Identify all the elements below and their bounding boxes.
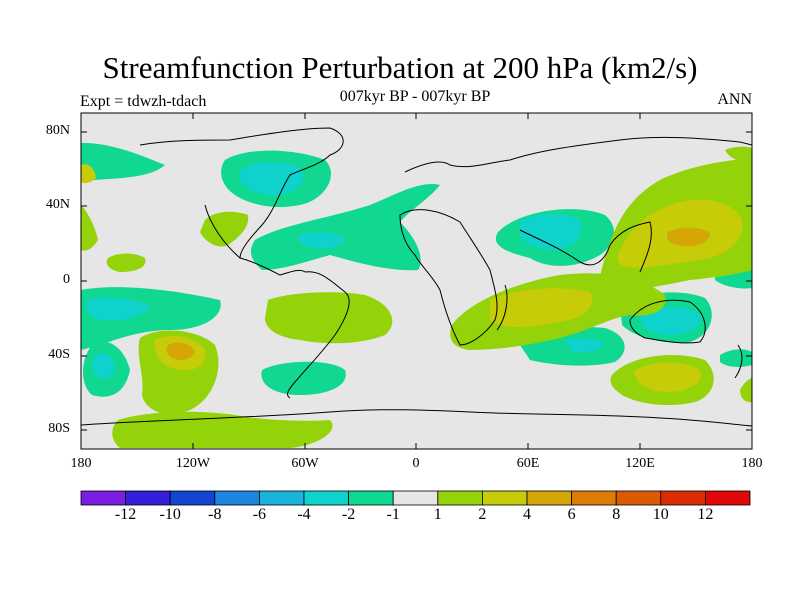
season-label: ANN (717, 91, 752, 108)
colorbar (80, 490, 751, 506)
colorbar-swatch (615, 490, 662, 506)
colorbar-label: -2 (341, 506, 356, 523)
y-tick-label: 40N (45, 197, 70, 212)
colorbar-swatch (526, 490, 572, 506)
x-tick-label: 60E (516, 456, 540, 471)
colorbar-swatch (80, 490, 126, 506)
colorbar-label: -4 (297, 506, 311, 523)
colorbar-swatch (660, 490, 706, 506)
colorbar-label: 10 (652, 506, 669, 523)
x-tick-label: 0 (412, 456, 420, 471)
colorbar-swatch (258, 490, 305, 506)
map-subtitle: 007kyr BP - 007kyr BP (339, 88, 491, 105)
coastlines (81, 127, 752, 427)
colorbar-swatch (303, 490, 349, 506)
colorbar-label: -1 (386, 506, 400, 523)
colorbar-swatch (392, 490, 439, 506)
x-tick-label: 180 (741, 456, 763, 471)
negative-core-contours (85, 162, 701, 380)
map-title: Streamfunction Perturbation at 200 hPa (… (102, 50, 698, 85)
colorbar-label: -12 (114, 506, 137, 523)
colorbar-swatch (348, 490, 394, 506)
colorbar-label: -6 (252, 506, 267, 523)
colorbar-label: -10 (159, 506, 181, 523)
y-tick-label: 0 (63, 272, 70, 287)
x-tick-label: 120W (175, 456, 211, 471)
x-tick-label: 60W (291, 456, 319, 471)
y-axis-ticks (81, 131, 752, 431)
y-tick-label: 40S (48, 347, 70, 362)
colorbar-label: 2 (478, 506, 487, 523)
x-tick-label: 120E (625, 456, 655, 471)
colorbar-label: 4 (523, 506, 531, 523)
colorbar-swatch (169, 490, 216, 506)
map-field (81, 113, 752, 449)
colorbar-label: 6 (567, 506, 576, 523)
colorbar-label: 1 (433, 506, 442, 523)
colorbar-label: -8 (208, 506, 222, 523)
colorbar-swatch (437, 490, 483, 506)
colorbar-swatch (481, 490, 528, 506)
positive-peak-contours (166, 227, 710, 360)
x-tick-label: 180 (70, 456, 92, 471)
colorbar-swatch (571, 490, 617, 506)
y-tick-label: 80S (48, 421, 70, 436)
colorbar-swatch (705, 490, 751, 506)
y-tick-label: 80N (45, 123, 70, 138)
colorbar-label: 8 (612, 506, 621, 523)
colorbar-swatch (214, 490, 260, 506)
colorbar-label: 12 (697, 506, 714, 523)
experiment-label: Expt = tdwzh-tdach (80, 93, 207, 110)
x-axis-ticks (192, 113, 641, 449)
colorbar-swatch (125, 490, 171, 506)
